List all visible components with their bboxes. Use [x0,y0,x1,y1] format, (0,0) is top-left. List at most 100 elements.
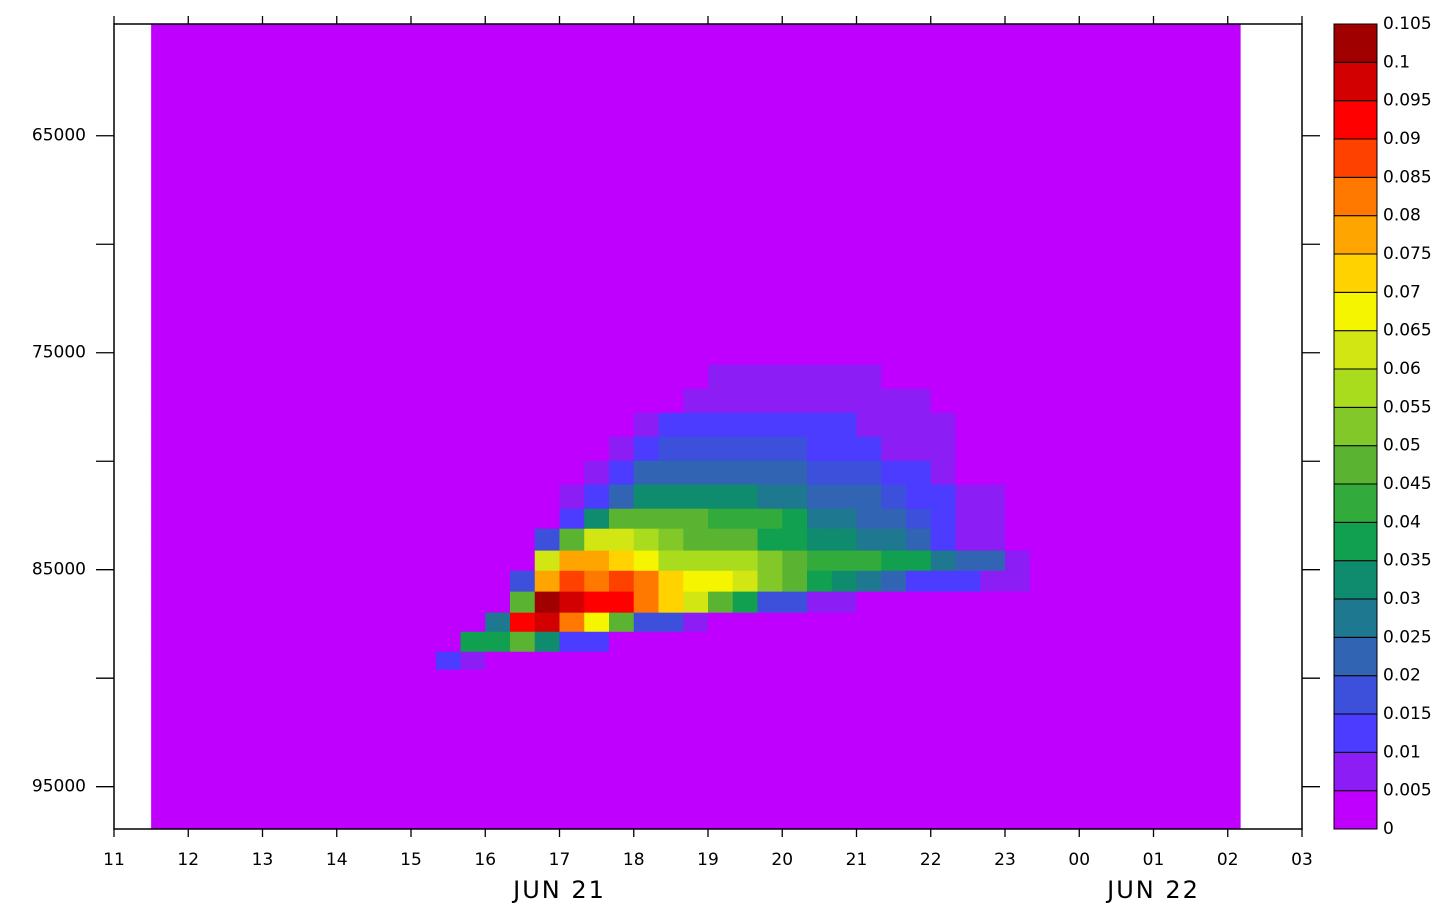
heat-cell [559,508,585,530]
heat-cell [559,436,585,462]
colorbar-box [1333,675,1378,715]
heat-cell [856,24,882,366]
heat-cell [534,388,560,414]
heat-cell [658,612,684,633]
heat-cell [980,591,1006,614]
heat-cell [658,550,684,572]
x-tick-label: 02 [1217,850,1239,870]
heat-cell [955,364,981,390]
heat-cell [584,528,610,552]
heat-cell [782,460,808,486]
heat-cell [955,484,981,510]
heat-cell [930,484,956,510]
colorbar-box [1333,100,1378,140]
heat-cell [856,508,882,530]
heat-cell [485,364,511,390]
x-tick-label: 20 [771,850,793,870]
heat-cell [559,651,585,671]
heat-cell [831,460,857,486]
heat-cell [460,436,486,462]
x-tick-label: 19 [697,850,719,870]
heat-cell [1005,570,1031,593]
heat-cell [906,436,932,462]
heat-cell [782,669,808,830]
heat-cell [757,388,783,414]
colorbar-label: 0.08 [1383,206,1421,226]
heat-cell [485,591,511,614]
heat-cell [435,612,462,633]
heat-cell [151,669,437,830]
colorbar-label: 0.045 [1383,474,1432,494]
heat-cell [782,436,808,462]
heat-cell [881,484,907,510]
heat-cell [683,364,709,390]
heat-cell [906,24,932,366]
heat-cell [460,591,486,614]
heat-cell [683,669,709,830]
heat-cell [831,364,857,390]
heat-cell [559,570,585,593]
heat-cell [509,436,536,462]
heat-cell [856,484,882,510]
heat-cell [1005,436,1031,462]
colorbar-label: 0.025 [1383,627,1432,647]
heat-cell [534,436,560,462]
heat-cell [881,508,907,530]
heat-cell [633,388,659,414]
heat-cell [1005,388,1031,414]
heat-cell [856,412,882,438]
colorbar-label: 0 [1383,819,1394,839]
heat-cell [930,412,956,438]
heat-cell [732,612,759,633]
heat-cell [435,24,462,366]
heat-cell [708,550,734,572]
heat-cell [559,528,585,552]
heat-cell [881,364,907,390]
heat-cell [609,591,635,614]
heat-cell [509,528,536,552]
heat-cell [906,631,932,653]
heat-cell [485,651,511,671]
heat-cell [509,550,536,572]
colorbar-box [1333,406,1378,447]
heat-cell [609,651,635,671]
heat-cell [782,651,808,671]
heat-cell [435,364,462,390]
colorbar-label: 0.07 [1383,282,1421,302]
heat-cell [485,508,511,530]
colorbar-label: 0.075 [1383,244,1432,264]
heat-cell [930,669,956,830]
heat-cell [609,570,635,593]
heat-cell [485,484,511,510]
heat-cell [658,436,684,462]
heat-cell [584,412,610,438]
heat-cell [708,388,734,414]
heat-cell [559,669,585,830]
colorbar-box [1333,560,1378,600]
heat-cell [509,364,536,390]
heat-cell [906,484,932,510]
heat-cell [151,508,437,530]
colorbar-label: 0.005 [1383,781,1432,801]
heat-cell [609,364,635,390]
heat-cell [633,412,659,438]
heat-cell [930,24,956,366]
heat-cell [485,669,511,830]
heat-cell [831,631,857,653]
colorbar-label: 0.03 [1383,589,1421,609]
heat-cell [485,412,511,438]
heat-cell [485,24,511,366]
heat-cell [955,508,981,530]
heat-cell [435,508,462,530]
heat-cell [609,669,635,830]
heat-cell [559,484,585,510]
heat-cell [559,612,585,633]
x-tick-label: 21 [846,850,868,870]
heat-cell [856,591,882,614]
y-tick-label: 85000 [32,560,86,580]
heat-cell [633,669,659,830]
heat-cell [460,528,486,552]
heat-cell [1005,484,1031,510]
heat-cell [732,436,759,462]
heat-cell [509,669,536,830]
